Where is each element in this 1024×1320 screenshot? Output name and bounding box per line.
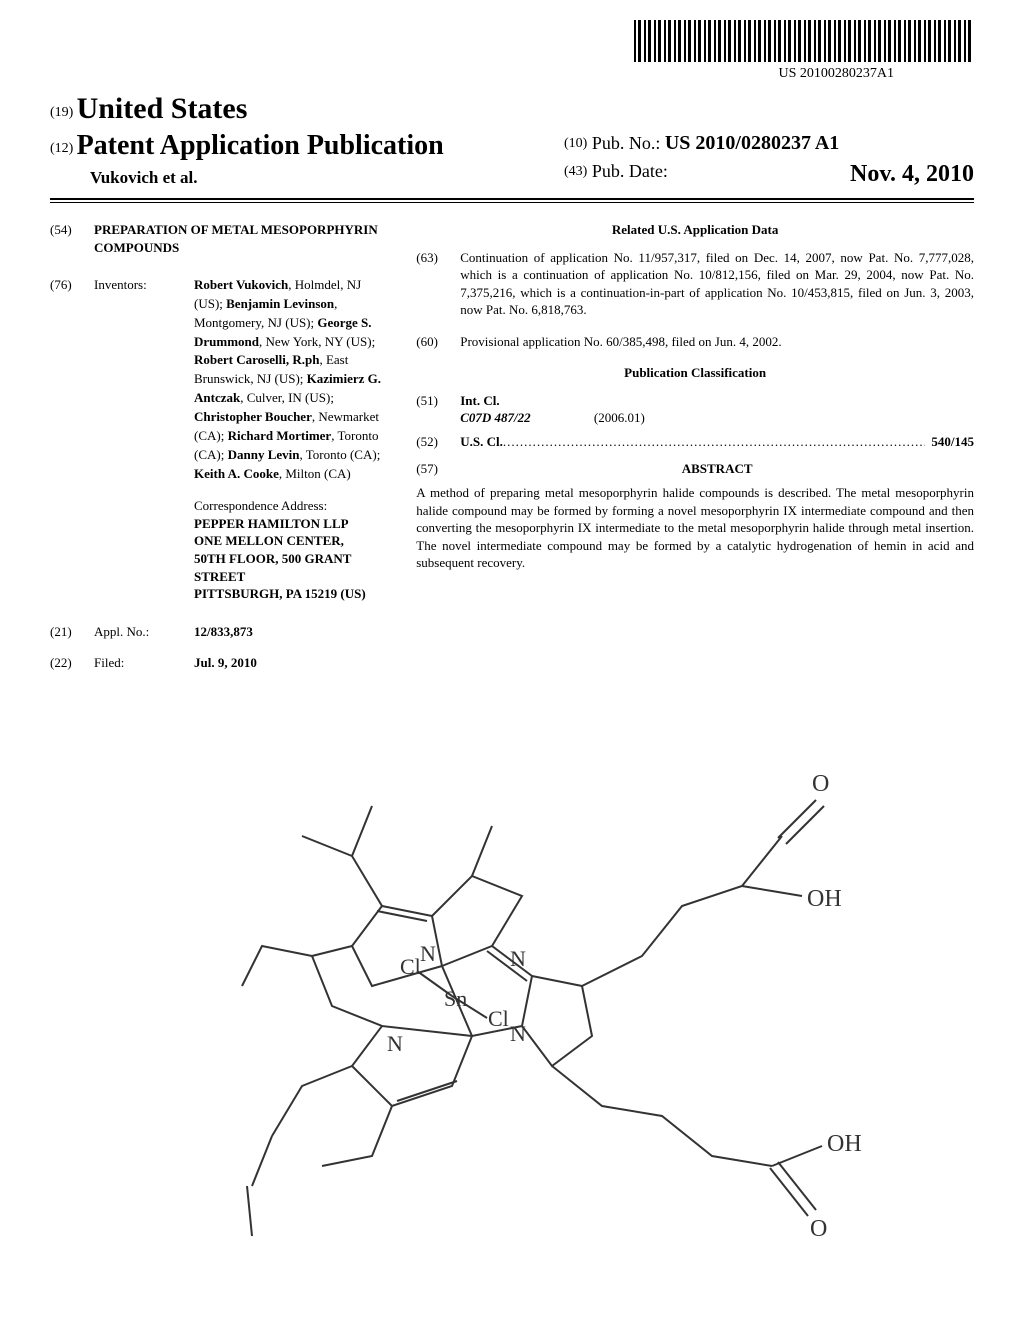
appl-field: (21) Appl. No.: 12/833,873 — [50, 623, 386, 641]
intcl-code: (51) — [416, 392, 460, 410]
label-sn: Sn — [444, 986, 467, 1011]
label-o1: O — [812, 771, 829, 797]
pub-type-code: (12) — [50, 141, 73, 156]
label-oh2: OH — [827, 1131, 862, 1157]
label-n4: N — [387, 1031, 403, 1056]
intcl-date: (2006.01) — [594, 410, 645, 425]
barcode-label: US 20100280237A1 — [778, 66, 894, 82]
intcl-row: (51) Int. Cl. — [416, 392, 974, 410]
correspondence-block: Correspondence Address: PEPPER HAMILTON … — [194, 497, 366, 602]
correspondence-addr2: PITTSBURGH, PA 15219 (US) — [194, 585, 366, 603]
country-name: United States — [77, 92, 248, 125]
correspondence-name: PEPPER HAMILTON LLP — [194, 515, 366, 533]
related-text-1: Provisional application No. 60/385,498, … — [460, 333, 974, 351]
pub-date-value: Nov. 4, 2010 — [850, 161, 974, 188]
right-column: Related U.S. Application Data (63) Conti… — [416, 221, 974, 686]
label-cl2: Cl — [488, 1006, 509, 1031]
related-item-0: (63) Continuation of application No. 11/… — [416, 249, 974, 319]
related-heading: Related U.S. Application Data — [416, 221, 974, 239]
filed-field: (22) Filed: Jul. 9, 2010 — [50, 654, 386, 672]
abstract-code: (57) — [416, 460, 460, 478]
intcl-label-text: Int. Cl. — [460, 393, 499, 408]
country-code: (19) — [50, 105, 73, 120]
pub-no-line: (10) Pub. No.: US 2010/0280237 A1 — [564, 132, 974, 155]
pub-no-code: (10) — [564, 136, 587, 151]
pub-no-label: Pub. No.: — [592, 133, 661, 153]
left-column: (54) PREPARATION OF METAL MESOPORPHYRIN … — [50, 221, 386, 686]
filed-value: Jul. 9, 2010 — [194, 654, 386, 672]
correspondence-addr1: ONE MELLON CENTER, 50TH FLOOR, 500 GRANT… — [194, 532, 366, 585]
correspondence-label: Correspondence Address: — [194, 497, 366, 515]
title-field: (54) PREPARATION OF METAL MESOPORPHYRIN … — [50, 221, 386, 256]
country-line: (19) United States — [50, 92, 554, 126]
classification-heading: Publication Classification — [416, 364, 974, 382]
appl-value-text: 12/833,873 — [194, 624, 253, 639]
uscl-row: (52) U.S. Cl. 540/145 — [416, 433, 974, 451]
authors-short: Vukovich et al. — [90, 168, 554, 188]
intcl-sub: C07D 487/22 (2006.01) — [460, 409, 974, 427]
related-text-0: Continuation of application No. 11/957,3… — [460, 249, 974, 319]
pub-date-code: (43) — [564, 164, 587, 179]
divider — [50, 202, 974, 203]
label-o2: O — [810, 1216, 827, 1242]
pub-type-line: (12) Patent Application Publication — [50, 130, 554, 162]
uscl-label-text: U.S. Cl. — [460, 433, 503, 451]
related-code-1: (60) — [416, 333, 460, 351]
chemical-structure-figure: Sn Cl Cl N N N N O OH OH O — [50, 706, 974, 1286]
barcode-graphic — [634, 20, 974, 62]
title-code: (54) — [50, 221, 94, 256]
barcode-area: US 20100280237A1 — [50, 20, 974, 82]
label-n1: N — [420, 941, 436, 966]
filed-value-text: Jul. 9, 2010 — [194, 655, 257, 670]
uscl-code: (52) — [416, 433, 460, 451]
abstract-heading: ABSTRACT — [682, 461, 753, 476]
label-cl1: Cl — [400, 954, 421, 979]
body-columns: (54) PREPARATION OF METAL MESOPORPHYRIN … — [50, 221, 974, 686]
abstract-text: A method of preparing metal mesoporphyri… — [416, 484, 974, 572]
intcl-class: C07D 487/22 — [460, 410, 530, 425]
title-text: PREPARATION OF METAL MESOPORPHYRIN COMPO… — [94, 221, 386, 256]
intcl-label: Int. Cl. — [460, 392, 499, 410]
header-left: (19) United States (12) Patent Applicati… — [50, 92, 554, 188]
pub-date-label: Pub. Date: — [592, 161, 668, 181]
inventors-field: (76) Inventors: Robert Vukovich, Holmdel… — [50, 276, 386, 483]
inventors-body: Robert Vukovich, Holmdel, NJ (US); Benja… — [194, 276, 386, 483]
related-item-1: (60) Provisional application No. 60/385,… — [416, 333, 974, 351]
filed-code: (22) — [50, 654, 94, 672]
inventors-label: Inventors: — [94, 276, 194, 483]
uscl-label: U.S. Cl. — [460, 433, 925, 451]
structure-svg: Sn Cl Cl N N N N O OH OH O — [122, 706, 902, 1286]
header-block: (19) United States (12) Patent Applicati… — [50, 92, 974, 200]
appl-label: Appl. No.: — [94, 623, 194, 641]
label-n2: N — [510, 946, 526, 971]
label-n3: N — [510, 1021, 526, 1046]
pub-type-text: Patent Application Publication — [77, 130, 444, 161]
label-oh1: OH — [807, 886, 842, 912]
related-code-0: (63) — [416, 249, 460, 319]
abstract-head-row: (57) ABSTRACT — [416, 460, 974, 478]
inventors-code: (76) — [50, 276, 94, 483]
filed-label: Filed: — [94, 654, 194, 672]
pub-date-line: (43) Pub. Date: Nov. 4, 2010 — [564, 161, 974, 182]
uscl-dots — [503, 433, 926, 451]
uscl-value: 540/145 — [931, 433, 974, 451]
appl-value: 12/833,873 — [194, 623, 386, 641]
pub-no-value: US 2010/0280237 A1 — [665, 132, 839, 154]
header-right: (10) Pub. No.: US 2010/0280237 A1 (43) P… — [554, 104, 974, 188]
appl-code: (21) — [50, 623, 94, 641]
